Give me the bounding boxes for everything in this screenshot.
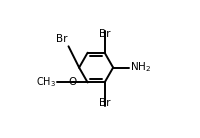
Text: CH$_3$: CH$_3$ xyxy=(36,75,56,89)
Text: Br: Br xyxy=(99,98,110,108)
Text: Br: Br xyxy=(56,34,67,44)
Text: Br: Br xyxy=(99,29,110,39)
Text: NH$_2$: NH$_2$ xyxy=(130,61,151,75)
Text: O: O xyxy=(69,77,77,87)
